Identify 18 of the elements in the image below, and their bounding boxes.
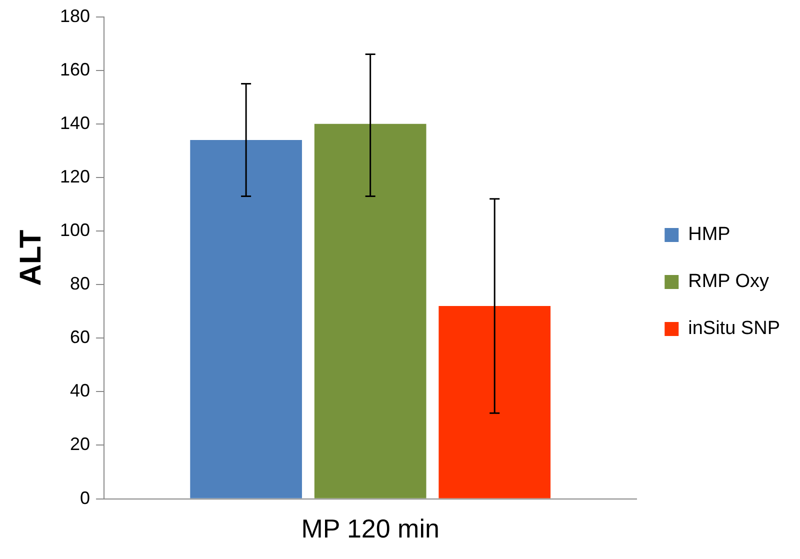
bar — [314, 124, 426, 498]
y-tick-label: 100 — [60, 220, 90, 240]
legend-label: HMP — [688, 224, 730, 246]
x-tick-label: MP 120 min — [301, 514, 440, 544]
y-tick-label: 0 — [80, 488, 90, 508]
legend-label: RMP Oxy — [688, 271, 770, 292]
legend-label: inSitu SNP — [688, 318, 780, 340]
y-tick-label: 40 — [70, 380, 90, 401]
y-tick-label: 140 — [60, 112, 90, 133]
bar — [190, 140, 302, 498]
y-tick-label: 160 — [60, 59, 90, 80]
y-tick-label: 60 — [70, 327, 90, 348]
y-tick-label: 180 — [60, 6, 90, 26]
y-axis-title: ALT — [14, 230, 48, 286]
bar — [438, 306, 551, 498]
y-tick-label: 80 — [70, 274, 90, 294]
y-tick-label: 120 — [60, 166, 90, 186]
y-tick-label: 20 — [70, 434, 90, 454]
